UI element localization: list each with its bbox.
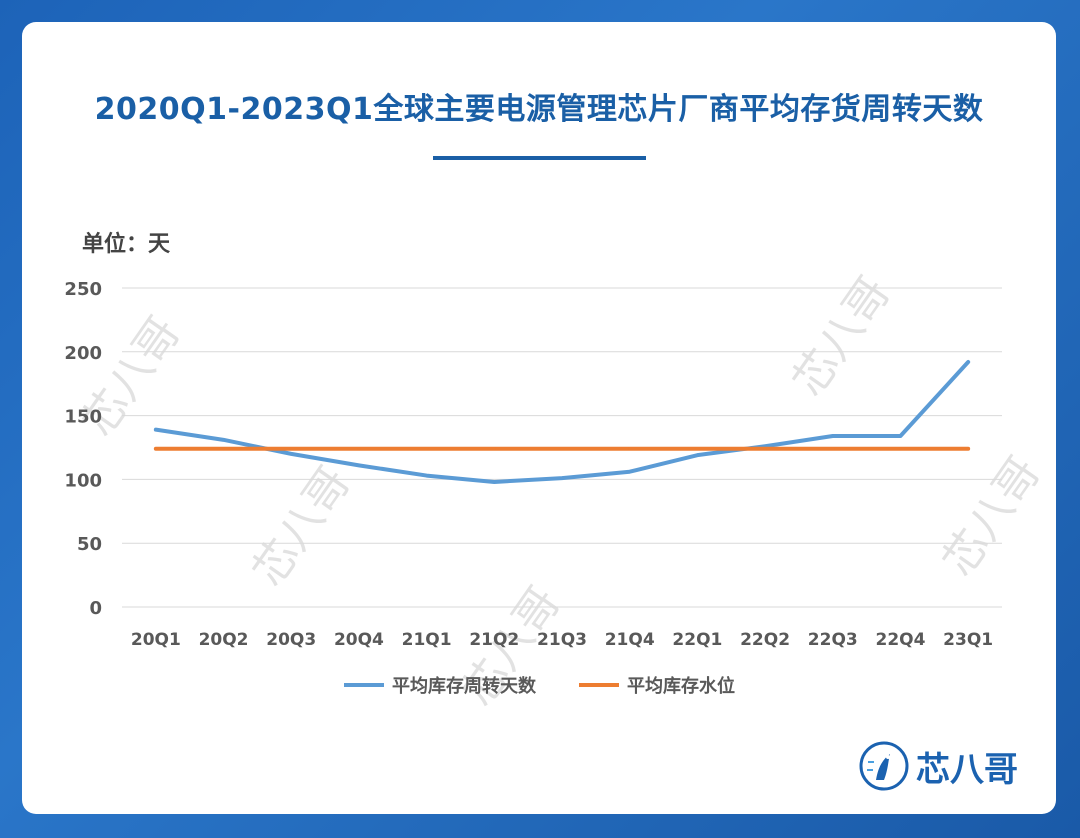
data-point	[628, 470, 632, 474]
y-tick-label: 0	[89, 598, 102, 619]
x-tick-label: 22Q2	[740, 630, 790, 650]
data-point	[357, 447, 361, 451]
data-point	[289, 452, 293, 456]
x-tick-label: 20Q4	[334, 630, 384, 650]
title-underline	[433, 156, 646, 160]
legend: 平均库存周转天数 平均库存水位	[344, 675, 735, 697]
series-lines	[153, 360, 971, 484]
data-point	[289, 447, 293, 451]
data-point	[492, 480, 496, 484]
x-axis-ticks: 20Q1 20Q2 20Q3 20Q4 21Q1 21Q2 21Q3 21Q4 22Q1 22Q2…	[131, 630, 993, 650]
y-tick-label: 100	[64, 470, 102, 491]
data-point	[154, 428, 158, 432]
x-tick-label: 21Q4	[605, 630, 655, 650]
data-point	[222, 438, 226, 442]
data-point	[966, 447, 970, 451]
data-point	[763, 447, 767, 451]
legend-label: 平均库存周转天数	[392, 675, 537, 697]
data-point	[898, 434, 902, 438]
bird-logo-icon	[859, 741, 909, 791]
data-point	[492, 447, 496, 451]
x-tick-label: 21Q1	[402, 630, 452, 650]
y-axis-ticks: 250 200 150 100 50 0	[64, 279, 102, 619]
x-tick-label: 21Q3	[537, 630, 587, 650]
x-tick-label: 22Q4	[875, 630, 925, 650]
x-tick-label: 23Q1	[943, 630, 993, 650]
data-point	[831, 434, 835, 438]
x-tick-label: 20Q3	[266, 630, 316, 650]
data-point	[695, 453, 699, 457]
legend-label: 平均库存水位	[627, 675, 735, 697]
brand-logo: 芯八哥	[858, 740, 1018, 792]
data-point	[154, 447, 158, 451]
brand-name: 芯八哥	[916, 749, 1018, 790]
data-point	[695, 447, 699, 451]
data-point	[898, 447, 902, 451]
chart-title: 2020Q1-2023Q1全球主要电源管理芯片厂商平均存货周转天数	[94, 92, 984, 127]
x-tick-label: 20Q1	[131, 630, 181, 650]
data-point	[560, 447, 564, 451]
x-tick-label: 20Q2	[199, 630, 249, 650]
x-tick-label: 22Q3	[808, 630, 858, 650]
x-tick-label: 22Q1	[672, 630, 722, 650]
series-line-0	[153, 360, 971, 484]
y-tick-label: 200	[64, 343, 102, 364]
y-tick-label: 150	[64, 407, 102, 428]
chart-card: 2020Q1-2023Q1全球主要电源管理芯片厂商平均存货周转天数 单位：天 芯…	[22, 22, 1056, 814]
data-point	[966, 360, 970, 364]
y-tick-label: 50	[77, 534, 102, 555]
data-point	[222, 447, 226, 451]
data-point	[425, 447, 429, 451]
data-point	[831, 447, 835, 451]
data-point	[560, 476, 564, 480]
line-chart: 250 200 150 100 50 0 20Q1 20Q2 20Q3 20Q4 21Q1 21Q2…	[64, 279, 1002, 697]
x-tick-label: 21Q2	[469, 630, 519, 650]
y-tick-label: 250	[64, 279, 102, 300]
data-point	[425, 474, 429, 478]
unit-label: 单位：天	[82, 232, 171, 257]
data-point	[628, 447, 632, 451]
data-point	[357, 463, 361, 467]
